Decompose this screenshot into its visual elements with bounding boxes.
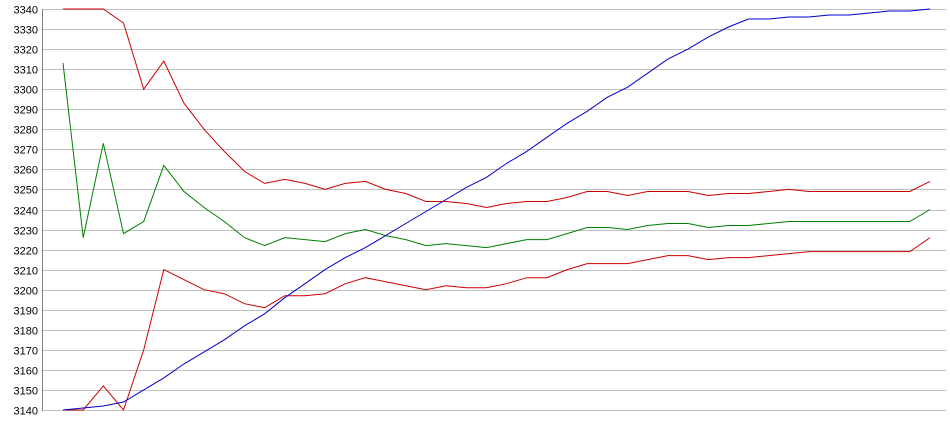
y-tick-label: 3280 — [14, 125, 38, 137]
y-tick-label: 3170 — [14, 346, 38, 358]
series-line-3 — [63, 237, 931, 412]
y-tick-label: 3210 — [14, 266, 38, 278]
y-tick-labels: 3140 3150 3160 3170 3180 3190 3200 3210 3220 3230… — [14, 5, 38, 418]
y-tick-label: 3240 — [14, 206, 38, 218]
y-tick-label: 3330 — [14, 25, 38, 37]
y-tick-label: 3190 — [14, 306, 38, 318]
y-tick-label: 3340 — [14, 5, 38, 17]
y-tick-label: 3180 — [14, 326, 38, 338]
y-tick-label: 3150 — [14, 386, 38, 398]
grid — [42, 9, 946, 411]
series-lines — [62, 8, 931, 412]
series-line-2 — [62, 63, 931, 249]
y-tick-label: 3300 — [14, 85, 38, 97]
y-tick-label: 3230 — [14, 226, 38, 238]
y-tick-label: 3220 — [14, 246, 38, 258]
series-line-1 — [63, 8, 931, 209]
y-tick-label: 3310 — [14, 65, 38, 77]
y-tick-label: 3160 — [14, 366, 38, 378]
y-tick-label: 3270 — [14, 145, 38, 157]
y-tick-label: 3290 — [14, 105, 38, 117]
y-tick-label: 3260 — [14, 165, 38, 177]
y-tick-label: 3140 — [14, 406, 38, 418]
y-tick-label: 3250 — [14, 185, 38, 197]
y-tick-label: 3320 — [14, 45, 38, 57]
series-line-4 — [62, 8, 931, 411]
y-tick-label: 3200 — [14, 286, 38, 298]
